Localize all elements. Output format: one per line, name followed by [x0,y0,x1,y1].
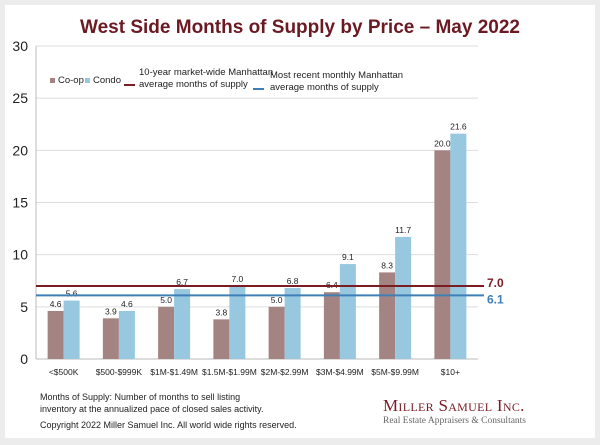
data-label: 21.6 [450,122,467,132]
legend-recent-avg: Most recent monthly Manhattan average mon… [253,70,403,94]
x-tick-label: <$500K [49,367,79,377]
x-tick-label: $10+ [441,367,460,377]
data-label: 4.6 [121,299,133,309]
data-label: 11.7 [395,225,411,235]
definition-line-1: Months of Supply: Number of months to se… [40,392,241,402]
data-label: 5.0 [160,295,172,305]
bar-condo [63,300,80,359]
reference-line-label: 6.1 [487,292,504,306]
data-label: 4.6 [50,299,62,309]
legend-swatch-condo [85,77,90,83]
data-label: 6.8 [287,276,299,286]
legend-line-recent [253,88,264,90]
bar-coop [47,311,64,359]
bar-condo [229,285,246,359]
legend-label: average months of supply [270,82,379,93]
bar-coop [102,318,119,359]
y-tick-label: 0 [20,351,28,367]
x-tick-label: $3M-$4.99M [316,367,364,377]
bar-condo [174,289,191,359]
bar-condo [339,264,356,359]
x-tick-label: $1M-$1.49M [150,367,198,377]
data-label: 20.0 [434,138,451,148]
legend-label: Co-op [58,75,84,86]
reference-line-label: 7.0 [487,276,504,290]
y-tick-label: 15 [12,195,28,211]
legend-10yr-avg: 10-year market-wide Manhattan average mon… [124,67,273,91]
y-tick-label: 10 [12,247,28,263]
chart-title: West Side Months of Supply by Price – Ma… [80,17,520,38]
legend-condo: Condo [85,75,121,87]
bar-condo [118,311,135,359]
x-tick-label: $5M-$9.99M [371,367,419,377]
copyright: Copyright 2022 Miller Samuel Inc. All wo… [40,420,297,430]
data-label: 9.1 [342,252,354,262]
y-tick-label: 30 [12,38,28,54]
y-tick-label: 20 [12,142,28,158]
data-label: 3.9 [105,306,117,316]
bar-condo [395,236,412,359]
legend-line-10yr [124,84,135,86]
legend-label: 10-year market-wide Manhattan [139,67,274,78]
legend-label: Most recent monthly Manhattan [270,70,404,81]
data-label: 3.8 [215,307,227,317]
x-tick-label: $2M-$2.99M [261,367,309,377]
legend-coop: Co-op [50,75,84,87]
chart-panel [5,5,595,438]
legend-swatch-coop [50,77,55,83]
bar-condo [284,288,301,359]
bar-coop [213,319,230,359]
legend-label: Condo [93,75,121,86]
bar-condo [450,133,467,359]
y-tick-label: 5 [20,299,28,315]
x-tick-label: $500-$999K [96,367,143,377]
bar-coop [268,306,285,359]
logo-name: Miller Samuel Inc. [383,396,525,415]
data-label: 5.6 [66,289,78,299]
data-label: 6.7 [176,277,188,287]
y-tick-label: 25 [12,90,28,106]
bar-coop [323,292,340,359]
bar-coop [434,150,451,359]
bar-coop [379,272,396,359]
definition-line-2: inventory at the annualized pace of clos… [40,404,264,414]
data-label: 7.0 [231,274,243,284]
x-tick-label: $1.5M-$1.99M [202,367,257,377]
legend-label: average months of supply [139,79,248,90]
logo-tagline: Real Estate Appraisers & Consultants [383,416,527,426]
bar-coop [158,306,175,359]
data-label: 5.0 [271,295,283,305]
data-label: 8.3 [381,260,393,270]
